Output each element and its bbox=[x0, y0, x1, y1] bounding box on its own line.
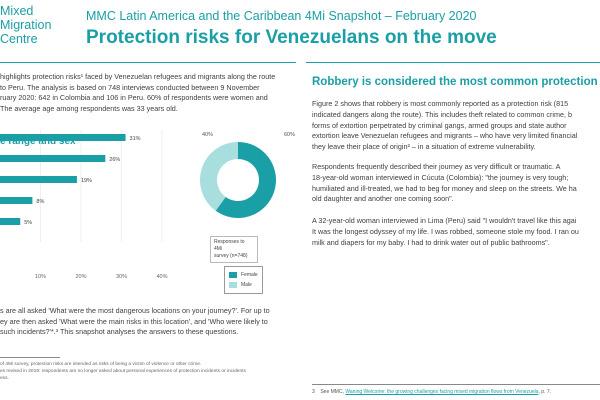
paragraph-line: Figure 2 shows that robbery is most comm… bbox=[312, 99, 569, 108]
methodology-line: ey are then asked 'What were the main ri… bbox=[0, 316, 268, 326]
mmc-logo: Mixed Migration Centre bbox=[0, 4, 72, 46]
donut-slice-label: 60% bbox=[284, 132, 295, 138]
paragraph-line: 18-year-old woman interviewed in Cúcuta … bbox=[312, 172, 569, 182]
survey-note: Responses to 4Mi survey (n=748) bbox=[210, 236, 258, 263]
bar bbox=[0, 218, 21, 225]
donut-slice-female bbox=[215, 142, 276, 218]
paragraph-line: humiliated and ill-treated, we had to be… bbox=[312, 183, 577, 193]
intro-line: highlights protection risks¹ faced by Ve… bbox=[0, 72, 276, 81]
paragraph-line: old daughter and another one coming soon… bbox=[312, 194, 454, 204]
legend-label: Male bbox=[241, 282, 252, 288]
intro-line: ruary 2020: 642 in Colombia and 106 in P… bbox=[0, 93, 268, 102]
paragraph-line: It was the longest odyssey of my life. I… bbox=[312, 226, 579, 236]
paragraph-line: Respondents frequently described their j… bbox=[312, 162, 561, 171]
robbery-heading: Robbery is considered the most common pr… bbox=[312, 76, 598, 88]
x-tick-label: 40% bbox=[156, 274, 167, 280]
legend-swatch-female bbox=[229, 272, 237, 278]
x-tick-label: 10% bbox=[35, 274, 46, 280]
logo-line-centre: Centre bbox=[0, 32, 38, 46]
chart-legend: Female Male bbox=[224, 266, 263, 294]
bar-value-label: 8% bbox=[36, 199, 44, 205]
footnotes: of 4Mi survey, protection risks are inte… bbox=[0, 361, 296, 382]
age-bar-chart: 10% 20% 30% 40% 31% 26% 19% 8% 5% bbox=[0, 130, 168, 280]
bar-value-label: 26% bbox=[109, 157, 120, 163]
logo-line-mixed: Mixed bbox=[0, 4, 34, 18]
bar-value-label: 5% bbox=[24, 220, 32, 226]
bar-value-label: 19% bbox=[81, 178, 92, 184]
footnote-line: of 4Mi survey, protection risks are inte… bbox=[0, 362, 202, 367]
x-tick-label: 20% bbox=[75, 274, 86, 280]
legend-swatch-male bbox=[229, 282, 237, 288]
footnote-line: ess. bbox=[0, 376, 9, 381]
footnote-prefix: See MMC, bbox=[320, 389, 344, 395]
footnote-line: es revised in 2019: respondents are no l… bbox=[0, 369, 246, 374]
methodology-line: s are all asked 'What were the most dang… bbox=[0, 306, 270, 315]
methodology-paragraph: s are all asked 'What were the most dang… bbox=[0, 306, 296, 338]
footnote-number: 3 bbox=[312, 389, 315, 395]
legend-item-female: Female bbox=[229, 270, 258, 280]
chart-section-heading: e range and sex bbox=[0, 136, 76, 147]
sex-donut-chart: 60% 40% bbox=[200, 132, 295, 218]
paragraph-line: A 32-year-old woman interviewed in Lima … bbox=[312, 216, 577, 225]
robbery-paragraph-2: Respondents frequently described their j… bbox=[312, 162, 600, 205]
bar bbox=[0, 176, 77, 183]
legend-label: Female bbox=[241, 272, 258, 278]
paragraph-line: forms of extortion perpetrated by crimin… bbox=[312, 120, 567, 130]
survey-note-line: Responses to 4Mi bbox=[214, 239, 245, 252]
paragraph-line: extortion leave Venezuelan refugees and … bbox=[312, 131, 578, 141]
footnote-suffix: , p. 7. bbox=[538, 389, 552, 395]
bar-value-label: 31% bbox=[130, 136, 141, 142]
legend-item-male: Male bbox=[229, 280, 258, 290]
report-title: Protection risks for Venezuelans on the … bbox=[86, 27, 497, 48]
bar bbox=[0, 197, 33, 204]
paragraph-line: they leave their place of origin² – in a… bbox=[312, 142, 536, 152]
intro-paragraph: highlights protection risks¹ faced by Ve… bbox=[0, 72, 296, 114]
donut-slice-label: 40% bbox=[202, 132, 213, 138]
x-tick-label: 30% bbox=[116, 274, 127, 280]
robbery-paragraph-3: A 32-year-old woman interviewed in Lima … bbox=[312, 216, 600, 248]
right-footnote-divider bbox=[312, 384, 600, 385]
robbery-paragraph-1: Figure 2 shows that robbery is most comm… bbox=[312, 99, 600, 153]
logo-line-migration: Migration bbox=[0, 18, 52, 32]
right-footnote: 3 See MMC, Waning Welcome: the growing c… bbox=[312, 389, 551, 395]
divider-right bbox=[306, 62, 600, 63]
footnote-link[interactable]: Waning Welcome: the growing challenges f… bbox=[345, 389, 539, 395]
bar bbox=[0, 134, 126, 141]
survey-note-line: survey (n=748) bbox=[214, 253, 248, 259]
methodology-line: such incidents?'*.³ This snapshot analys… bbox=[0, 327, 239, 336]
intro-line: The average age among respondents was 33… bbox=[0, 103, 178, 113]
bar bbox=[0, 155, 106, 162]
footnote-divider bbox=[0, 357, 60, 358]
divider-left bbox=[0, 62, 296, 63]
report-subtitle: MMC Latin America and the Caribbean 4Mi … bbox=[86, 9, 477, 23]
paragraph-line: indicated dangers along the route). This… bbox=[312, 109, 572, 119]
intro-line: to Peru. The analysis is based on 748 in… bbox=[0, 82, 260, 92]
donut-slice-male bbox=[200, 142, 238, 211]
chart-area: 10% 20% 30% 40% 31% 26% 19% 8% 5% 60% 40% bbox=[0, 124, 296, 294]
paragraph-line: milk and diapers for my baby. I had to d… bbox=[312, 237, 550, 247]
